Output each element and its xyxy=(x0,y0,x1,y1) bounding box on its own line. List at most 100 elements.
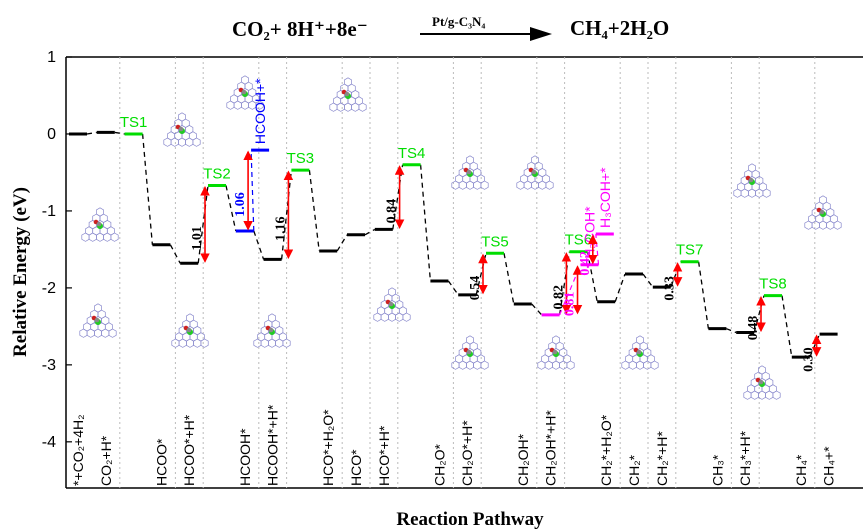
lattice-hexagon xyxy=(373,312,382,322)
lattice-hexagon xyxy=(523,180,532,190)
lattice-hexagon xyxy=(643,360,652,370)
lattice-hexagon xyxy=(108,328,117,338)
structure-thumbnail xyxy=(81,207,119,242)
lattice-hexagon xyxy=(192,137,201,147)
transition-state-label: TS2 xyxy=(203,166,231,183)
lattice-hexagon xyxy=(268,338,276,348)
state-label: HCO*+H* xyxy=(376,425,392,486)
branch-label: H₃COH* xyxy=(582,206,598,259)
state-label: CH₃* xyxy=(709,454,725,486)
y-tick-label: -1 xyxy=(42,203,56,220)
lattice-hexagon xyxy=(344,102,352,112)
lattice-hexagon xyxy=(458,180,467,190)
c-atom xyxy=(466,169,472,175)
lattice-hexagon xyxy=(833,220,842,230)
lattice-hexagon xyxy=(81,232,90,242)
y-tick-label: -3 xyxy=(42,357,56,374)
lattice-hexagon xyxy=(103,232,112,242)
lattice-hexagon xyxy=(545,180,554,190)
structure-thumbnail xyxy=(804,195,842,230)
lattice-hexagon xyxy=(170,137,179,147)
lattice-hexagon xyxy=(466,180,474,190)
path-connector xyxy=(531,303,543,316)
lattice-hexagon xyxy=(94,328,102,338)
transition-state-label: TS7 xyxy=(676,242,704,259)
barrier-value-label: 0.82 xyxy=(551,285,566,310)
lattice-hexagon xyxy=(388,312,396,322)
lattice-hexagon xyxy=(351,102,360,112)
structure-thumbnail xyxy=(226,75,264,110)
lattice-hexagon xyxy=(358,102,367,112)
structure-thumbnail xyxy=(163,112,201,147)
lattice-hexagon xyxy=(451,360,460,370)
state-label: CH₃*+H* xyxy=(737,430,753,486)
y-tick-label: -4 xyxy=(42,434,56,451)
structure-thumbnail xyxy=(171,313,209,348)
structure-thumbnail xyxy=(743,365,781,400)
state-label: CO₂+H* xyxy=(98,435,114,486)
lattice-hexagon xyxy=(538,180,547,190)
path-connector xyxy=(141,133,154,245)
c-atom xyxy=(466,349,472,355)
lattice-hexagon xyxy=(819,220,827,230)
lattice-hexagon xyxy=(537,360,546,370)
lattice-hexagon xyxy=(740,188,749,198)
lattice-hexagon xyxy=(380,312,389,322)
state-label: CH₂*+H₂O* xyxy=(598,414,614,486)
state-label: HCOO* xyxy=(153,438,169,486)
barrier-value-label: 0.42 xyxy=(578,251,593,276)
path-connector xyxy=(86,131,97,135)
state-label: HCOOH* xyxy=(237,428,253,486)
c-atom xyxy=(186,327,192,333)
lattice-hexagon xyxy=(88,232,97,242)
c-atom xyxy=(96,221,102,227)
state-label: HCOO*+H* xyxy=(181,414,197,486)
lattice-hexagon xyxy=(163,137,172,147)
lattice-hexagon xyxy=(275,338,284,348)
lattice-hexagon xyxy=(451,180,460,190)
c-atom xyxy=(531,169,537,175)
reaction-equation: CO₂+ 8H⁺+8e⁻ Pt/g-C₃N₄ CH₄+2H₂O xyxy=(0,6,863,41)
structure-thumbnail xyxy=(79,303,117,338)
lattice-hexagon xyxy=(185,137,194,147)
structure-thumbnail xyxy=(329,77,367,112)
barrier-value-label: 0.54 xyxy=(468,276,483,301)
reaction-arrow-head xyxy=(530,27,552,41)
transition-state-label: TS5 xyxy=(481,233,509,250)
lattice-hexagon xyxy=(260,338,269,348)
c-atom xyxy=(241,89,247,95)
path-connector xyxy=(642,273,654,288)
c-atom xyxy=(819,209,825,215)
c-atom xyxy=(552,349,558,355)
c-atom xyxy=(268,327,274,333)
transition-state-label: TS6 xyxy=(565,232,593,249)
lattice-hexagon xyxy=(743,390,752,400)
lattice-hexagon xyxy=(544,360,553,370)
lattice-hexagon xyxy=(96,232,104,242)
path-connector xyxy=(169,244,181,264)
path-connector xyxy=(503,253,515,305)
lattice-hexagon xyxy=(473,180,482,190)
c-atom xyxy=(636,349,642,355)
c-atom xyxy=(94,317,100,323)
transition-state-label: TS1 xyxy=(120,114,148,131)
path-connector xyxy=(308,170,320,252)
branch-label: HCOOH+* xyxy=(252,78,268,144)
lattice-hexagon xyxy=(255,100,264,110)
path-connector xyxy=(781,295,793,358)
lattice-hexagon xyxy=(804,220,813,230)
state-label: CH₂OH*+H* xyxy=(543,410,559,486)
path-connector xyxy=(419,164,432,282)
structure-thumbnail xyxy=(253,313,291,348)
state-label: HCO*+H₂O* xyxy=(320,409,336,486)
c-atom xyxy=(388,301,394,307)
lattice-hexagon xyxy=(395,312,404,322)
structure-thumbnail xyxy=(451,155,489,190)
path-connector xyxy=(225,185,237,232)
barrier-value-label: 0.81 xyxy=(563,292,578,317)
lattice-hexagon xyxy=(628,360,637,370)
x-axis-title: Reaction Pathway xyxy=(396,509,544,530)
structure-thumbnail xyxy=(537,335,575,370)
lattice-hexagon xyxy=(552,360,560,370)
